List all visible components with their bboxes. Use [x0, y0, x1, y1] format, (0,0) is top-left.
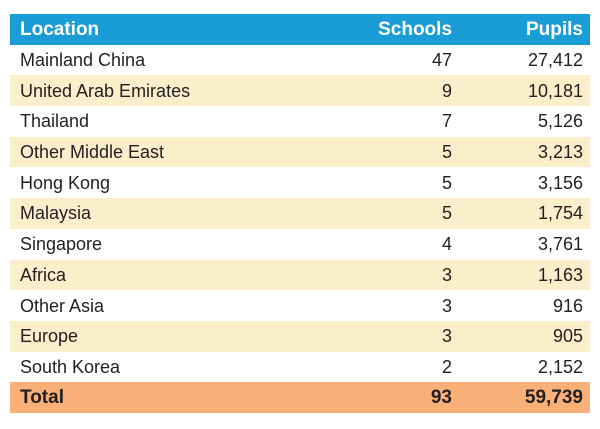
location-cell: Malaysia — [20, 203, 92, 224]
location-cell: Hong Kong — [20, 172, 111, 193]
table-row: Singapore 4 3,761 — [10, 229, 590, 260]
table-row: Other Asia 3 916 — [10, 290, 590, 321]
table-row: Africa 3 1,163 — [10, 259, 590, 291]
pupils-cell: 27,412 — [527, 50, 583, 71]
schools-pupils-table: Location Schools Pupils Mainland China 4… — [10, 14, 590, 413]
schools-cell: 5 — [441, 172, 452, 193]
schools-cell: 9 — [441, 80, 452, 101]
table-row: Other Middle East 5 3,213 — [10, 136, 590, 168]
total-schools-cell: 93 — [430, 387, 452, 409]
schools-cell: 3 — [441, 264, 452, 285]
pupils-cell: 10,181 — [527, 80, 583, 101]
schools-cell: 3 — [441, 326, 452, 347]
pupils-cell: 905 — [552, 326, 583, 347]
table-header-row: Location Schools Pupils — [10, 14, 590, 45]
total-pupils-cell: 59,739 — [524, 387, 583, 409]
table-row: Thailand 7 5,126 — [10, 106, 590, 137]
schools-cell: 7 — [441, 111, 452, 132]
table-row: Hong Kong 5 3,156 — [10, 167, 590, 198]
table-row: United Arab Emirates 9 10,181 — [10, 75, 590, 107]
location-cell: Mainland China — [20, 50, 146, 71]
schools-cell: 5 — [441, 142, 452, 163]
pupils-cell: 3,156 — [537, 172, 583, 193]
schools-cell: 47 — [431, 50, 452, 71]
schools-cell: 4 — [441, 234, 452, 255]
table-row: Malaysia 5 1,754 — [10, 198, 590, 229]
pupils-cell: 2,152 — [537, 356, 583, 377]
pupils-cell: 1,754 — [537, 203, 583, 224]
location-cell: Other Asia — [20, 295, 105, 316]
location-cell: Africa — [20, 264, 67, 285]
pupils-cell: 3,761 — [537, 234, 583, 255]
total-label: Total — [20, 387, 64, 409]
location-cell: Singapore — [20, 234, 103, 255]
pupils-cell: 1,163 — [537, 264, 583, 285]
pupils-cell: 916 — [552, 295, 583, 316]
schools-cell: 5 — [441, 203, 452, 224]
pupils-cell: 3,213 — [537, 142, 583, 163]
location-cell: Thailand — [20, 111, 90, 132]
location-cell: United Arab Emirates — [20, 80, 191, 101]
schools-cell: 3 — [441, 295, 452, 316]
table-row: Mainland China 47 27,412 — [10, 45, 590, 76]
location-cell: Europe — [20, 326, 79, 347]
schools-cell: 2 — [441, 356, 452, 377]
location-cell: Other Middle East — [20, 142, 165, 163]
total-row: Total 93 59,739 — [10, 382, 590, 413]
pupils-cell: 5,126 — [537, 111, 583, 132]
column-header-schools: Schools — [378, 18, 452, 40]
column-header-location: Location — [20, 18, 100, 40]
column-header-pupils: Pupils — [525, 18, 583, 40]
table-row: Europe 3 905 — [10, 320, 590, 352]
location-cell: South Korea — [20, 356, 121, 377]
table-row: South Korea 2 2,152 — [10, 352, 590, 383]
